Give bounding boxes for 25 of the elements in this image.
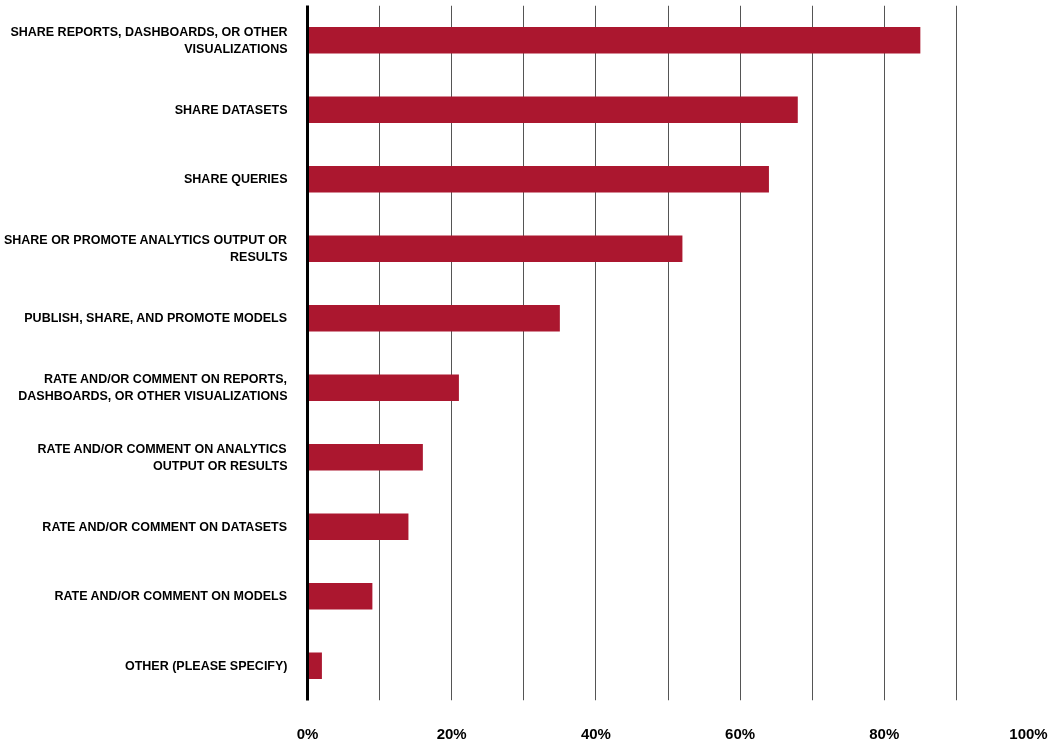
- y-tick-label: RATE AND/OR COMMENT ON DATASETS: [42, 519, 288, 534]
- x-tick-label: 80%: [869, 724, 900, 742]
- bar: [307, 583, 373, 610]
- bar: [307, 27, 921, 54]
- x-tick-label: 60%: [725, 724, 756, 742]
- x-tick-label: 0%: [296, 724, 319, 742]
- y-tick-label: RATE AND/OR COMMENT ON ANALYTICS OUTPUT OR RESULTS: [37, 441, 288, 473]
- bar: [307, 513, 409, 540]
- x-tick-label: 100%: [1009, 724, 1048, 742]
- y-tick-label: SHARE OR PROMOTE ANALYTICS OUTPUT OR RESULTS: [3, 233, 288, 265]
- y-tick-label: PUBLISH, SHARE, AND PROMOTE MODELS: [24, 311, 288, 326]
- bar: [307, 444, 423, 471]
- x-tick-label: 20%: [436, 724, 467, 742]
- y-tick-label: SHARE REPORTS, DASHBOARDS, OR OTHER VISUALIZATIONS: [10, 24, 288, 56]
- y-tick-label: RATE AND/OR COMMENT ON REPORTS, DASHBOARDS, OR OTHER VISUALIZATIONS: [18, 372, 288, 404]
- bar: [307, 96, 798, 123]
- bar: [307, 374, 459, 401]
- bar: [307, 166, 769, 193]
- x-tick-label: 40%: [580, 724, 611, 742]
- y-tick-label: RATE AND/OR COMMENT ON MODELS: [54, 589, 288, 604]
- y-tick-label: SHARE DATASETS: [174, 102, 288, 117]
- bar: [307, 235, 683, 262]
- bar: [307, 305, 560, 332]
- y-tick-label: OTHER (PLEASE SPECIFY): [124, 658, 288, 673]
- y-tick-label: SHARE QUERIES: [184, 172, 288, 187]
